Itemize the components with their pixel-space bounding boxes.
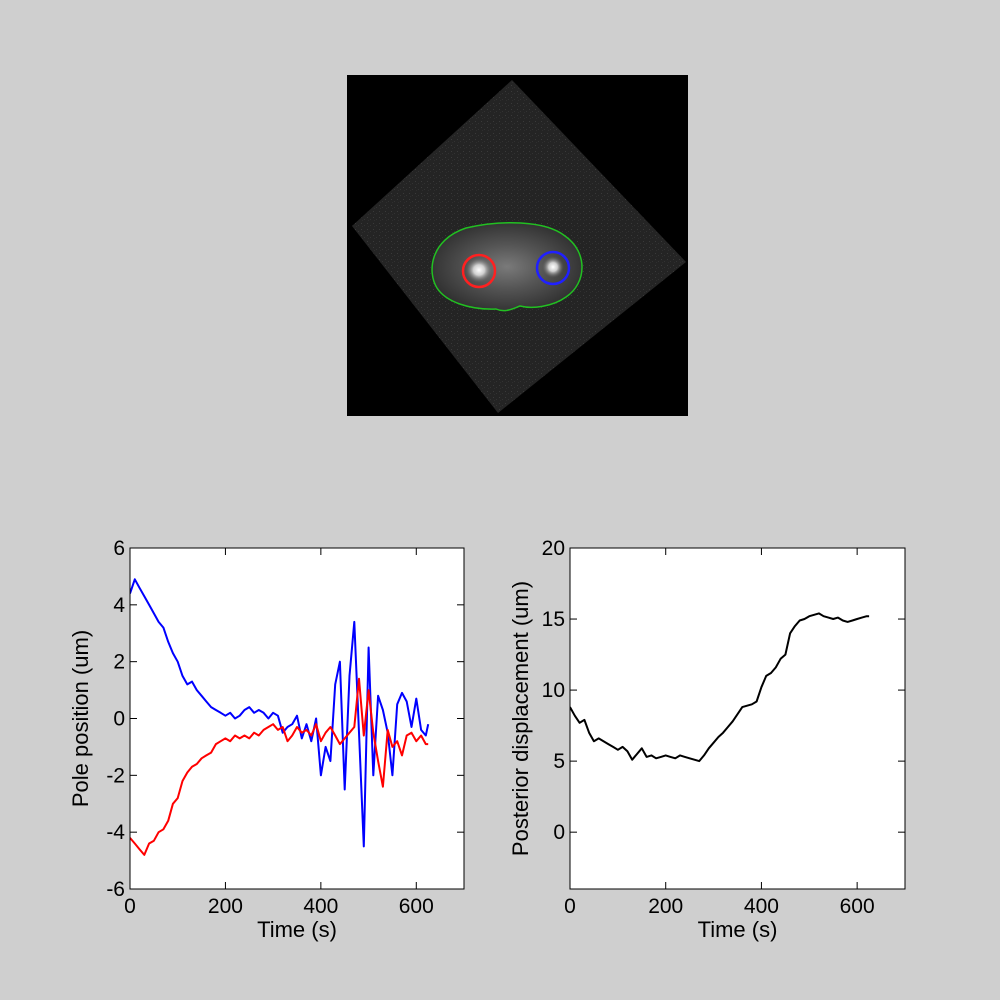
x-tick-label: 200: [208, 895, 243, 918]
axes-frame: [569, 547, 906, 890]
anterior-centrosome-spot: [465, 257, 493, 283]
series-line-1: [130, 578, 430, 848]
y-tick-label: 10: [542, 679, 565, 702]
x-tick-label: 600: [399, 895, 434, 918]
x-axis-label: Time (s): [257, 917, 337, 942]
y-tick-label: -4: [106, 821, 125, 844]
y-tick-label: 0: [113, 708, 125, 731]
posterior-pole-marker: [535, 250, 571, 286]
x-tick-label: 200: [648, 895, 683, 918]
y-tick-label: 4: [113, 594, 125, 617]
posterior-centrosome-spot: [542, 256, 564, 278]
series-line-1: [570, 612, 870, 763]
plot-area: [570, 548, 905, 889]
y-tick-label: 20: [542, 537, 565, 560]
y-tick-label: 15: [542, 608, 565, 631]
y-tick-label: 0: [553, 821, 565, 844]
y-tick-label: 6: [113, 537, 125, 560]
pole-position-chart: 0 200 400 600 -6 -4 -2 0 2 4 6 Time (s) Pole positio…: [68, 537, 465, 942]
x-axis-label: Time (s): [698, 917, 778, 942]
x-tick-label: 0: [124, 895, 136, 918]
micrograph: [347, 75, 688, 416]
y-axis-label: Posterior displacement (um): [508, 581, 533, 856]
x-tick-label: 400: [744, 895, 779, 918]
anterior-pole-marker: [461, 253, 497, 289]
y-tick-label: -2: [106, 764, 125, 787]
x-tick-label: 0: [564, 895, 576, 918]
y-tick-label: 5: [553, 750, 565, 773]
series-line-2: [130, 677, 429, 856]
posterior-displacement-chart: 0 200 400 600 0 5 10 15 20 Time (s) Posterior disp…: [508, 537, 906, 942]
embryo-outline: [431, 222, 583, 312]
y-axis-label: Pole position (um): [68, 630, 93, 807]
y-tick-label: 2: [113, 651, 125, 674]
y-tick-label: -6: [106, 878, 125, 901]
embryo-interior: [432, 222, 582, 311]
x-tick-label: 600: [840, 895, 875, 918]
x-tick-label: 400: [303, 895, 338, 918]
